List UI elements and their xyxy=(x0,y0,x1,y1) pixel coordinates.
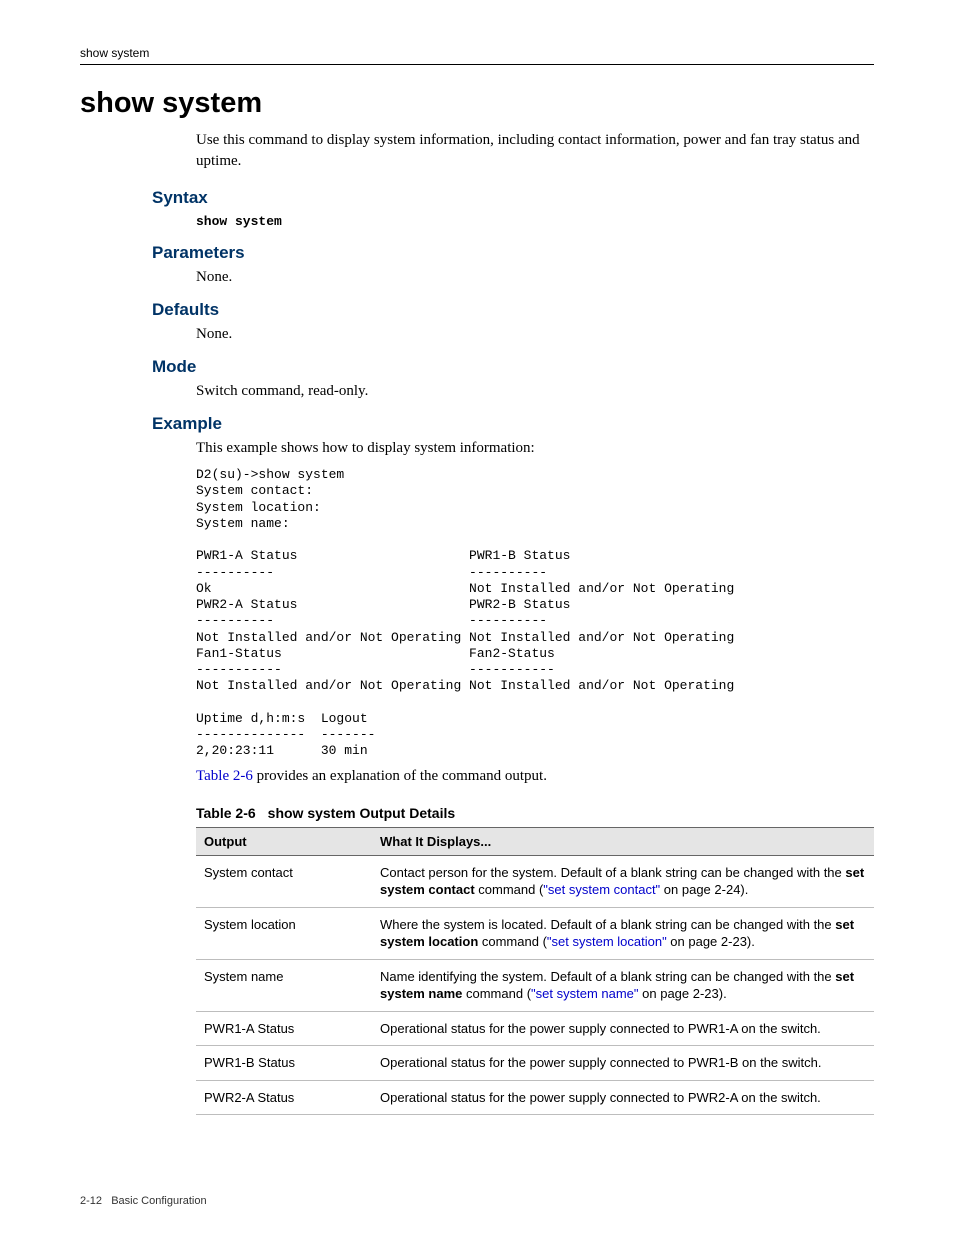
mode-heading: Mode xyxy=(80,357,874,377)
footer-section: Basic Configuration xyxy=(111,1195,206,1207)
parameters-heading: Parameters xyxy=(80,243,874,263)
table-caption-title: show system Output Details xyxy=(268,805,455,821)
example-lead: This example shows how to display system… xyxy=(80,440,874,457)
cross-reference-link[interactable]: "set system name" xyxy=(531,986,639,1001)
syntax-heading: Syntax xyxy=(80,188,874,208)
table-cell-description: Operational status for the power supply … xyxy=(372,1080,874,1115)
table-cell-description: Contact person for the system. Default o… xyxy=(372,855,874,907)
table-row: System nameName identifying the system. … xyxy=(196,959,874,1011)
table-row: PWR1-B StatusOperational status for the … xyxy=(196,1046,874,1081)
table-reference-link[interactable]: Table 2-6 xyxy=(196,768,253,784)
table-cell-output: System contact xyxy=(196,855,372,907)
table-reference-line: Table 2-6 provides an explanation of the… xyxy=(80,768,874,785)
example-heading: Example xyxy=(80,414,874,434)
table-header-displays: What It Displays... xyxy=(372,827,874,855)
table-row: System locationWhere the system is locat… xyxy=(196,907,874,959)
table-cell-output: PWR1-B Status xyxy=(196,1046,372,1081)
table-cell-output: System location xyxy=(196,907,372,959)
table-cell-output: System name xyxy=(196,959,372,1011)
cross-reference-link[interactable]: "set system contact" xyxy=(543,882,660,897)
table-caption: Table 2-6 show system Output Details xyxy=(80,805,874,821)
table-cell-description: Name identifying the system. Default of … xyxy=(372,959,874,1011)
output-details-table: Output What It Displays... System contac… xyxy=(196,827,874,1116)
table-cell-description: Where the system is located. Default of … xyxy=(372,907,874,959)
table-cell-output: PWR2-A Status xyxy=(196,1080,372,1115)
cross-reference-link[interactable]: "set system location" xyxy=(547,934,667,949)
defaults-heading: Defaults xyxy=(80,300,874,320)
page-footer: 2-12 Basic Configuration xyxy=(80,1195,207,1207)
table-header-output: Output xyxy=(196,827,372,855)
intro-paragraph: Use this command to display system infor… xyxy=(80,130,874,172)
footer-page-number: 2-12 xyxy=(80,1195,102,1207)
table-caption-number: Table 2-6 xyxy=(196,805,256,821)
page-title: show system xyxy=(80,87,874,120)
running-header: show system xyxy=(80,46,874,65)
mode-text: Switch command, read-only. xyxy=(80,383,874,400)
table-row: PWR2-A StatusOperational status for the … xyxy=(196,1080,874,1115)
table-row: PWR1-A StatusOperational status for the … xyxy=(196,1011,874,1046)
syntax-code: show system xyxy=(80,214,874,229)
table-cell-output: PWR1-A Status xyxy=(196,1011,372,1046)
table-cell-description: Operational status for the power supply … xyxy=(372,1011,874,1046)
table-reference-rest: provides an explanation of the command o… xyxy=(253,768,547,784)
parameters-text: None. xyxy=(80,269,874,286)
table-row: System contactContact person for the sys… xyxy=(196,855,874,907)
defaults-text: None. xyxy=(80,326,874,343)
table-cell-description: Operational status for the power supply … xyxy=(372,1046,874,1081)
example-code-block: D2(su)->show system System contact: Syst… xyxy=(80,467,874,760)
